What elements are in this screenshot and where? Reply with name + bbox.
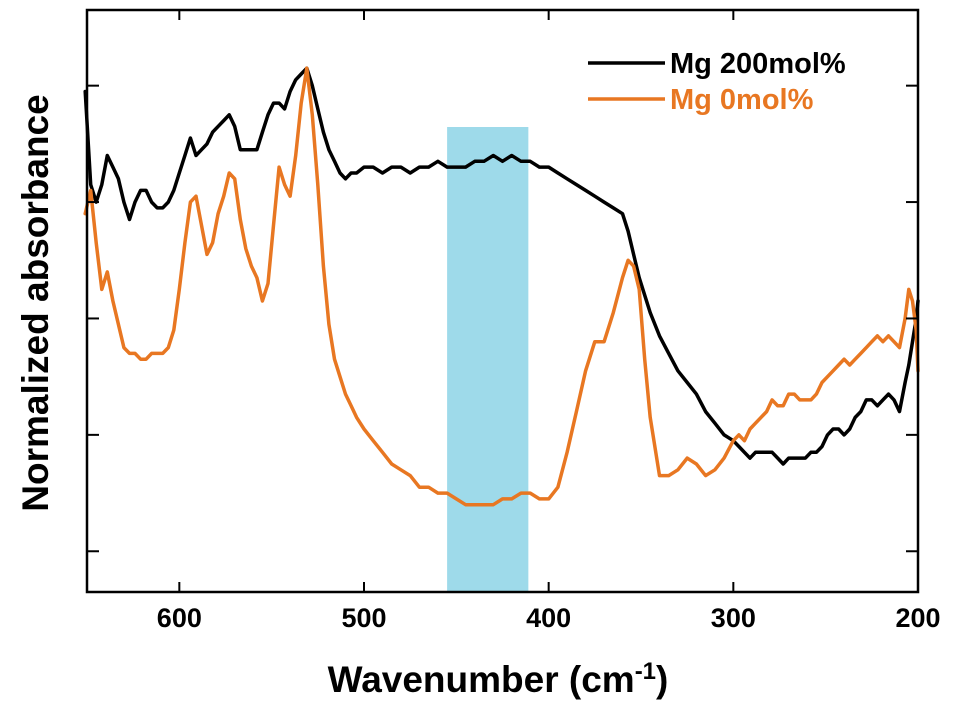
x-tick-label-300: 300 <box>711 603 756 633</box>
series-line-2 <box>83 66 920 507</box>
series-line-1 <box>83 66 920 466</box>
x-axis-title-superscript: -1 <box>635 658 656 685</box>
plot-frame <box>85 8 920 594</box>
x-tick-label-400: 400 <box>526 603 571 633</box>
highlight-band-layer <box>447 127 529 592</box>
x-axis-title: Wavenumber (cm-1) <box>328 658 669 700</box>
highlight-band <box>447 127 529 592</box>
tick-label-layer: 600 500 400 300 200 <box>157 603 941 633</box>
ticks-layer <box>87 9 919 592</box>
x-tick-label-200: 200 <box>895 603 940 633</box>
legend: Mg 200mol% Mg 0mol% <box>588 48 846 116</box>
x-tick-label-600: 600 <box>157 603 202 633</box>
legend-label-1: Mg 200mol% <box>670 48 846 80</box>
x-tick-label-500: 500 <box>341 603 386 633</box>
legend-label-2: Mg 0mol% <box>670 84 814 116</box>
series-layer <box>83 66 920 507</box>
y-axis-title: Normalized absorbance <box>15 94 56 511</box>
